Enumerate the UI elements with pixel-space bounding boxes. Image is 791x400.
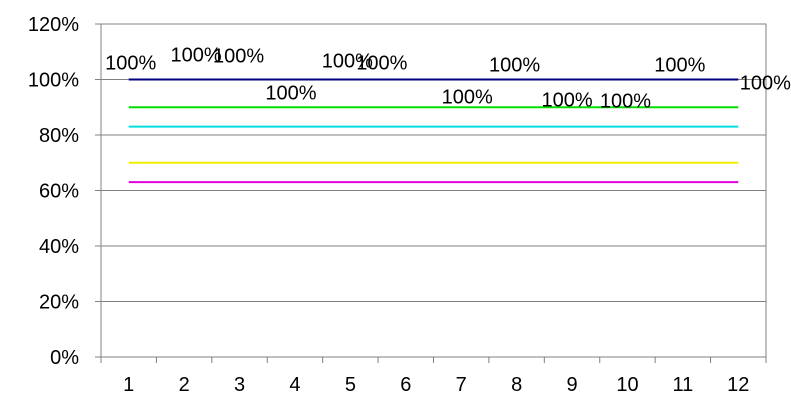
data-label: 100% [740,73,791,95]
x-tick-label: 4 [289,374,300,396]
data-label: 100% [541,90,592,112]
x-tick-label: 11 [672,374,693,396]
data-label: 100% [654,55,705,77]
y-tick-label: 20% [39,292,79,314]
series-lines [128,78,739,184]
data-label: 100% [171,45,222,67]
x-axis-ticks: 1 2 3 4 5 6 7 8 9 10 11 12 [100,357,767,396]
y-tick-label: 80% [39,125,79,147]
x-tick-label: 3 [234,374,245,396]
x-tick-label: 5 [345,374,356,396]
x-tick-label: 1 [123,374,134,396]
data-label: 100% [265,83,316,105]
x-tick-label: 9 [566,374,577,396]
y-axis-ticks: 0% 20% 40% 60% 80% 100% 120% [28,14,101,369]
data-label: 100% [442,87,493,109]
data-label: 100% [489,55,540,77]
data-label: 100% [600,91,651,113]
y-tick-label: 40% [39,236,79,258]
y-tick-label: 120% [28,14,79,36]
data-labels: 100% 100%100%100%100%100%100%100%100% 100%… [105,45,791,113]
data-label: 100% [213,46,264,68]
data-label: 100% [105,53,156,75]
x-tick-label: 6 [400,374,411,396]
x-tick-label: 7 [456,374,467,396]
y-tick-label: 60% [39,181,79,203]
x-tick-label: 2 [179,374,190,396]
x-tick-label: 10 [616,374,638,396]
x-tick-label: 8 [511,374,522,396]
data-label: 100% [322,51,373,73]
y-tick-label: 0% [50,347,79,369]
data-label: 100% [356,53,407,75]
y-tick-label: 100% [28,70,79,92]
x-tick-label: 12 [727,374,749,396]
